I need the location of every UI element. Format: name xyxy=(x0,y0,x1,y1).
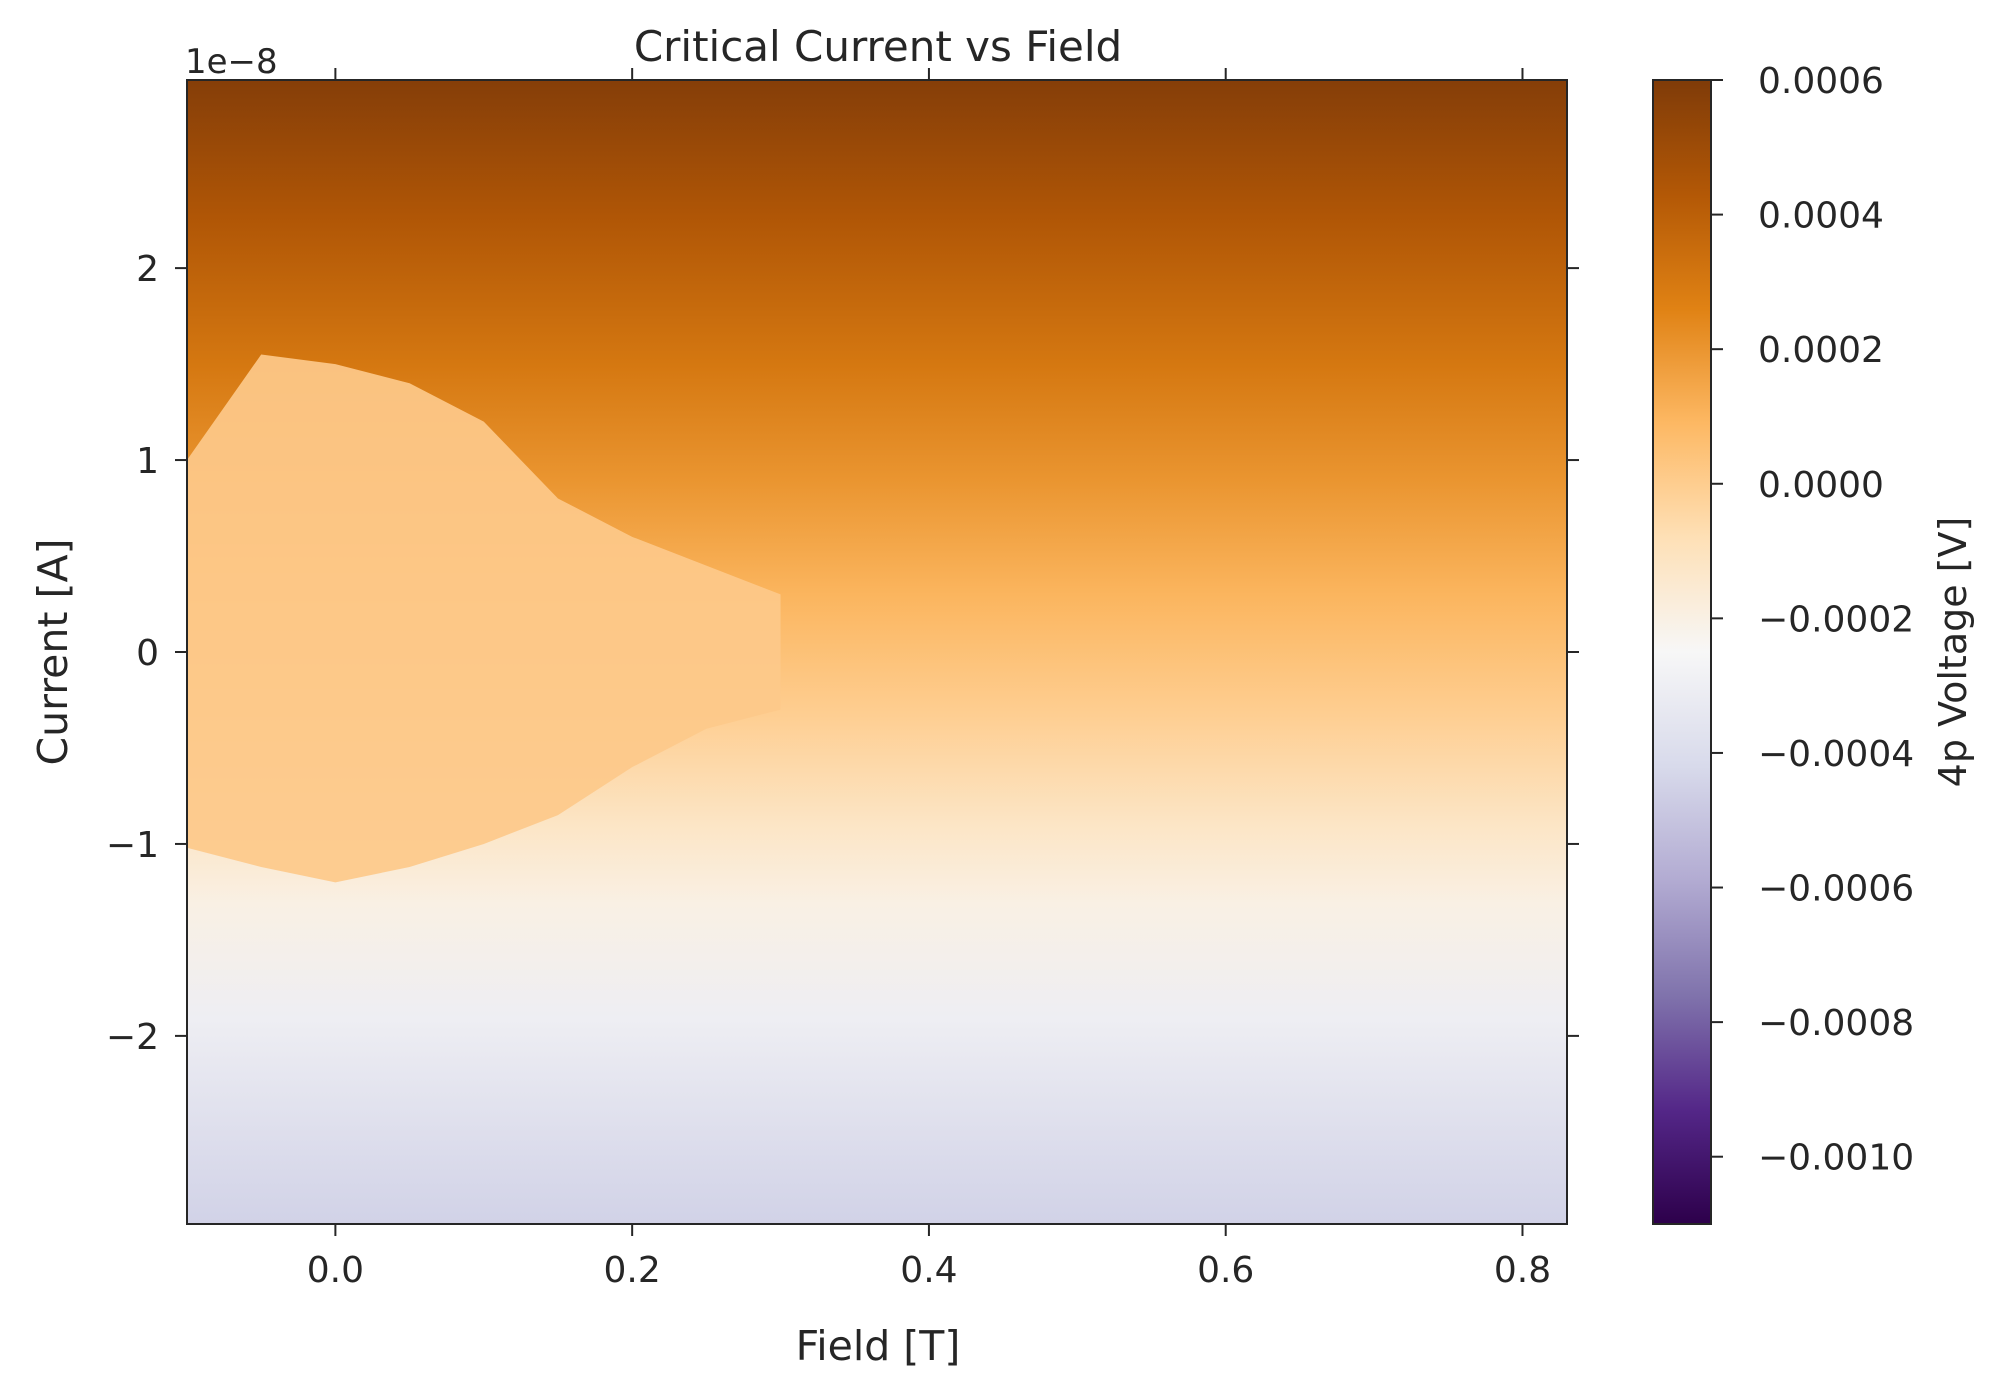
y-tick-label: 2 xyxy=(136,249,159,290)
x-axis-label: Field [T] xyxy=(796,1322,961,1370)
x-tick-label: 0.4 xyxy=(900,1250,957,1291)
colorbar: 0.0006 0.0004 0.0002 0.0000 −0.0002 −0.0004 −0… xyxy=(1652,61,1914,1225)
colorbar-tick-label: −0.0004 xyxy=(1758,734,1914,775)
y-tick-label: 1 xyxy=(136,441,159,482)
colorbar-tick-label: 0.0000 xyxy=(1758,465,1884,506)
superconducting-region xyxy=(187,354,781,883)
colorbar-tick-label: −0.0008 xyxy=(1758,1003,1914,1044)
y-axis: −2 −1 0 1 2 xyxy=(106,249,1579,1058)
y-axis-offset-label: 1e−8 xyxy=(185,42,278,82)
colorbar-tick-label: 0.0004 xyxy=(1758,196,1884,237)
x-tick-label: 0.6 xyxy=(1197,1250,1254,1291)
y-tick-label: −1 xyxy=(106,825,159,866)
colorbar-tick-label: 0.0006 xyxy=(1758,61,1884,102)
x-axis: 0.0 0.2 0.4 0.6 0.8 xyxy=(307,68,1551,1291)
y-tick-label: 0 xyxy=(136,633,159,674)
heatmap-plot-area xyxy=(186,79,1568,1225)
colorbar-tick-label: 0.0002 xyxy=(1758,330,1884,371)
colorbar-gradient xyxy=(1652,79,1712,1225)
y-tick-label: −2 xyxy=(106,1017,159,1058)
x-tick-label: 0.2 xyxy=(604,1250,661,1291)
x-tick-label: 0.0 xyxy=(307,1250,364,1291)
chart-title: Critical Current vs Field xyxy=(634,22,1122,71)
colorbar-tick-label: −0.0006 xyxy=(1758,869,1914,910)
x-tick-label: 0.8 xyxy=(1494,1250,1551,1291)
colorbar-tick-label: −0.0010 xyxy=(1758,1138,1914,1179)
colorbar-label: 4p Voltage [V] xyxy=(1931,517,1975,788)
y-axis-label: Current [A] xyxy=(29,538,77,765)
colorbar-tick-label: −0.0002 xyxy=(1758,599,1914,640)
